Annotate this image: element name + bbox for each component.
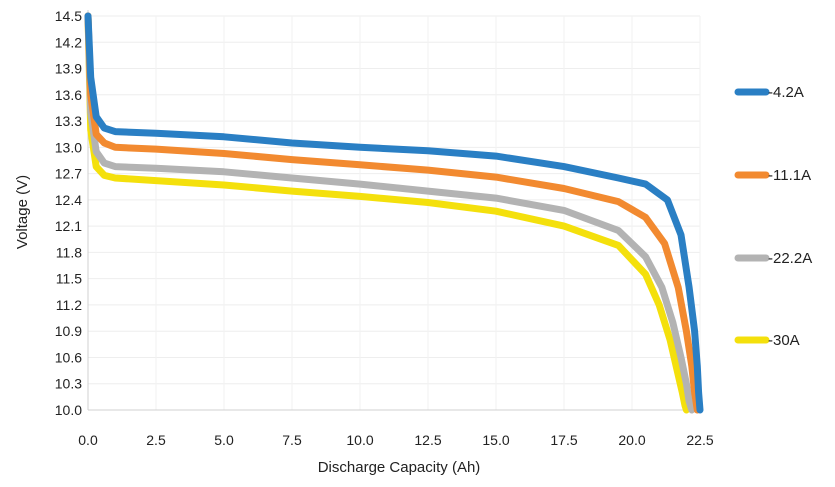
legend-label: -4.2A bbox=[768, 84, 804, 101]
x-axis-title: Discharge Capacity (Ah) bbox=[318, 459, 481, 476]
y-tick-label: 13.0 bbox=[55, 139, 82, 155]
x-tick-label: 17.5 bbox=[550, 432, 577, 448]
y-tick-label: 13.3 bbox=[55, 113, 82, 129]
y-tick-label: 12.1 bbox=[55, 218, 82, 234]
x-tick-label: 12.5 bbox=[414, 432, 441, 448]
y-tick-label: 13.6 bbox=[55, 87, 82, 103]
series-line bbox=[84, 12, 690, 414]
y-tick-label: 14.5 bbox=[55, 8, 82, 24]
y-axis-title: Voltage (V) bbox=[14, 175, 31, 249]
legend-label: -11.1A bbox=[768, 167, 811, 184]
y-tick-label: 10.0 bbox=[55, 402, 82, 418]
x-tick-label: 7.5 bbox=[282, 432, 302, 448]
y-tick-label: 10.3 bbox=[55, 376, 82, 392]
series-line bbox=[84, 12, 696, 414]
y-tick-label: 11.8 bbox=[56, 244, 82, 260]
axis-layer bbox=[87, 10, 700, 411]
x-tick-label: 20.0 bbox=[618, 432, 645, 448]
x-tick-label: 0.0 bbox=[78, 432, 98, 448]
y-tick-label: 10.9 bbox=[55, 323, 82, 339]
x-tick-label: 2.5 bbox=[146, 432, 166, 448]
y-tick-label: 12.7 bbox=[55, 166, 82, 182]
series-line bbox=[84, 12, 701, 414]
y-tick-label: 10.6 bbox=[55, 349, 82, 365]
x-tick-label: 10.0 bbox=[346, 432, 373, 448]
y-tick-label: 13.9 bbox=[55, 61, 82, 77]
legend: -4.2A -11.1A -22.2A -30A bbox=[734, 84, 812, 349]
series-line bbox=[84, 12, 704, 414]
legend-label: -30A bbox=[768, 332, 800, 349]
grid-layer bbox=[87, 15, 701, 411]
series-layer bbox=[84, 12, 704, 414]
y-tick-label: 11.2 bbox=[56, 297, 82, 313]
y-tick-label: 11.5 bbox=[56, 271, 82, 287]
y-tick-label: 14.2 bbox=[55, 34, 82, 50]
y-tick-label: 12.4 bbox=[55, 192, 82, 208]
x-tick-label: 22.5 bbox=[686, 432, 713, 448]
x-tick-label: 5.0 bbox=[214, 432, 234, 448]
legend-label: -22.2A bbox=[768, 250, 812, 267]
x-tick-label: 15.0 bbox=[482, 432, 509, 448]
tick-layer: 10.0 10.3 10.6 10.9 11.2 11.5 11.8 12.1 12.4 12.7… bbox=[55, 8, 714, 448]
